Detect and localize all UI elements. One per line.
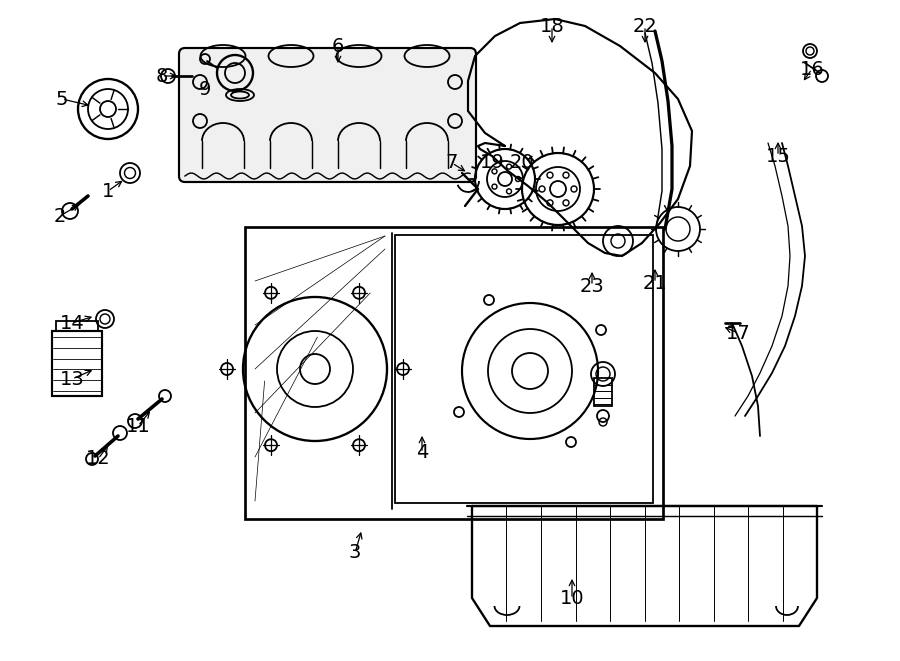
Text: 23: 23 [580,276,605,295]
Text: 14: 14 [59,313,85,332]
Text: 19: 19 [480,153,504,173]
Text: 16: 16 [799,59,824,79]
Text: 15: 15 [766,147,790,165]
Text: 4: 4 [416,444,428,463]
Text: 22: 22 [633,17,657,36]
Text: 7: 7 [446,153,458,173]
FancyBboxPatch shape [179,48,476,182]
Bar [395,235,653,503]
Text: 11: 11 [126,416,150,436]
Text: 6: 6 [332,36,344,56]
Text: 12: 12 [86,449,111,469]
Text: 8: 8 [156,67,168,85]
Text: 1: 1 [102,182,114,200]
Text: 2: 2 [54,206,67,225]
Text: 17: 17 [725,323,751,342]
Text: 9: 9 [199,79,212,98]
Text: 20: 20 [509,153,535,173]
Text: 5: 5 [56,89,68,108]
Text: 13: 13 [59,369,85,389]
Text: 21: 21 [643,274,668,293]
Bar [52,331,102,396]
Text: 3: 3 [349,543,361,563]
Bar [594,378,612,406]
Text: 10: 10 [560,590,584,609]
Bar [245,227,663,519]
Text: 18: 18 [540,17,564,36]
Bar [56,321,98,331]
